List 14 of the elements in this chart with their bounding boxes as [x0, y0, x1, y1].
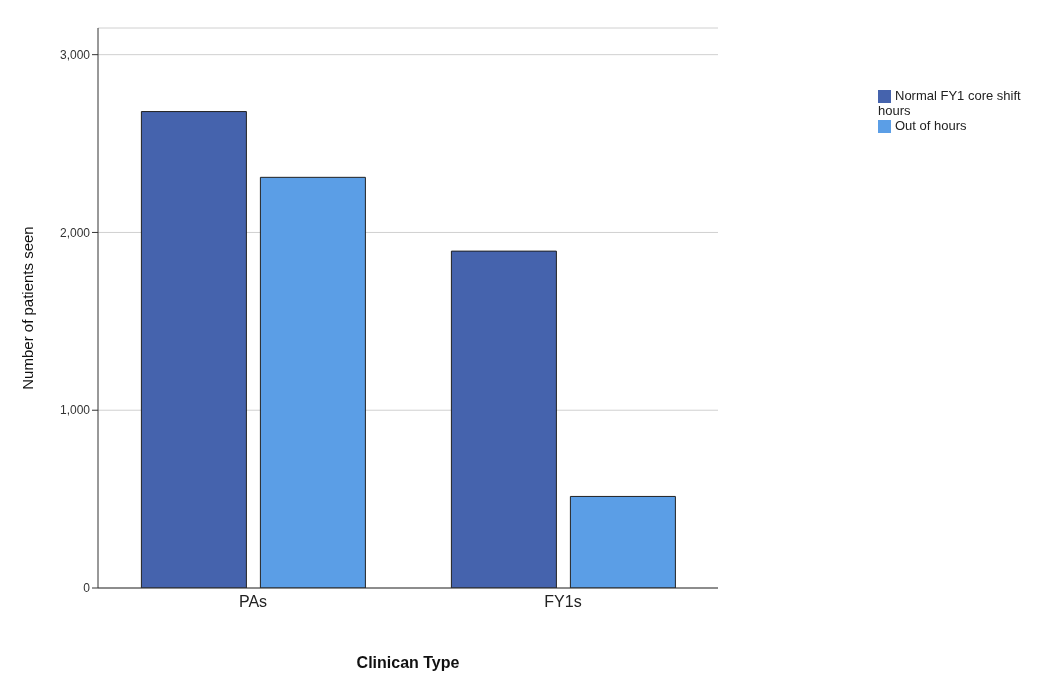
y-tick-label: 0 — [83, 581, 91, 596]
x-axis-title: Clinican Type — [356, 654, 460, 671]
bar — [259, 176, 366, 588]
x-tick-label: FY1s — [544, 593, 582, 611]
legend-label: Out of hours — [895, 118, 967, 134]
legend-label: Normal FY1 core shift hours — [878, 88, 1021, 119]
y-axis-title: Number of patients seen — [19, 226, 37, 390]
bar — [450, 250, 557, 588]
bar — [140, 111, 247, 588]
x-tick-label: PAs — [238, 593, 268, 611]
bar — [569, 495, 676, 588]
y-tick-label: 2,000 — [59, 225, 91, 240]
y-tick-label: 1,000 — [59, 403, 91, 418]
y-tick-label: 3,000 — [59, 47, 91, 62]
